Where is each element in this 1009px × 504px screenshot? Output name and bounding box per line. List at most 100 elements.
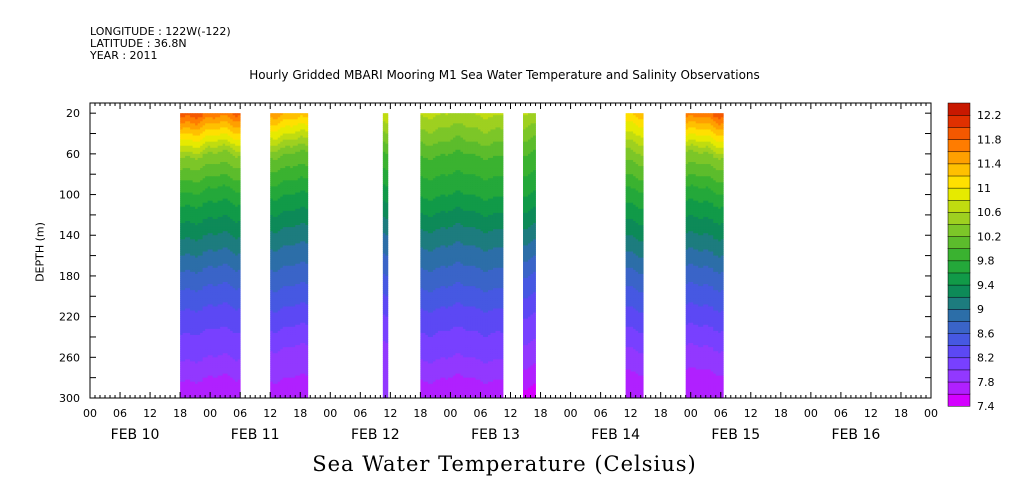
heatmap-cell	[295, 363, 299, 366]
heatmap-cell	[292, 296, 296, 299]
heatmap-cell	[295, 308, 299, 311]
heatmap-cell	[205, 306, 209, 309]
heatmap-cell	[292, 359, 296, 362]
heatmap-cell	[205, 369, 209, 372]
heatmap-cell	[227, 229, 231, 232]
heatmap-cell	[295, 312, 299, 315]
heatmap-cell	[180, 255, 184, 259]
heatmap-cell	[295, 371, 299, 374]
heatmap-cell	[192, 385, 196, 389]
heatmap-cell	[200, 182, 204, 185]
heatmap-cell	[297, 184, 301, 187]
heatmap-cell	[295, 168, 299, 171]
heatmap-cell	[225, 218, 229, 222]
heatmap-cell	[290, 395, 294, 399]
heatmap-cell	[285, 121, 289, 124]
heatmap-cell	[192, 121, 196, 124]
heatmap-cell	[212, 210, 216, 214]
heatmap-cell	[285, 188, 289, 191]
heatmap-cell	[295, 131, 299, 134]
heatmap-cell	[185, 292, 189, 295]
heatmap-cell	[290, 320, 294, 324]
heatmap-cell	[200, 249, 204, 252]
heatmap-cell	[235, 212, 239, 216]
heatmap-cell	[230, 153, 234, 157]
heatmap-cell	[187, 393, 191, 397]
heatmap-cell	[225, 351, 229, 354]
heatmap-cell	[207, 373, 211, 377]
heatmap-cell	[200, 253, 204, 256]
heatmap-cell	[222, 174, 226, 177]
heatmap-cell	[210, 129, 214, 132]
heatmap-cell	[227, 328, 231, 332]
heatmap-cell	[220, 231, 224, 234]
heatmap-cell	[237, 387, 241, 391]
heatmap-cell	[207, 365, 211, 368]
heatmap-cell	[277, 284, 281, 287]
heatmap-cell	[195, 162, 199, 165]
heatmap-cell	[227, 153, 231, 157]
heatmap-cell	[187, 176, 191, 179]
heatmap-cell	[212, 192, 216, 195]
heatmap-cell	[282, 157, 286, 161]
heatmap-cell	[280, 143, 284, 147]
heatmap-cell	[277, 190, 281, 193]
heatmap-cell	[230, 198, 234, 202]
heatmap-cell	[207, 294, 211, 297]
heatmap-cell	[290, 251, 294, 254]
heatmap-cell	[285, 300, 289, 303]
heatmap-cell	[215, 186, 219, 189]
heatmap-cell	[190, 381, 194, 385]
heatmap-cell	[192, 341, 196, 344]
heatmap-cell	[230, 280, 234, 283]
heatmap-cell	[187, 198, 191, 202]
heatmap-cell	[227, 377, 231, 381]
heatmap-cell	[197, 381, 201, 385]
heatmap-cell	[285, 135, 289, 138]
heatmap-cell	[182, 304, 186, 307]
heatmap-cell	[292, 223, 296, 226]
heatmap-cell	[185, 131, 189, 134]
heatmap-cell	[222, 367, 226, 370]
heatmap-cell	[215, 312, 219, 315]
heatmap-cell	[220, 221, 224, 224]
heatmap-cell	[217, 302, 221, 305]
heatmap-cell	[182, 178, 186, 181]
heatmap-cell	[182, 241, 186, 244]
heatmap-cell	[215, 196, 219, 200]
heatmap-cell	[295, 259, 299, 263]
heatmap-cell	[207, 395, 211, 399]
heatmap-cell	[282, 257, 286, 261]
heatmap-cell	[235, 123, 239, 126]
heatmap-cell	[202, 243, 206, 246]
heatmap-cell	[295, 387, 299, 391]
heatmap-cell	[187, 225, 191, 228]
heatmap-cell	[230, 221, 234, 224]
heatmap-cell	[275, 119, 279, 122]
heatmap-cell	[220, 318, 224, 322]
heatmap-cell	[232, 373, 236, 377]
heatmap-cell	[225, 233, 229, 236]
heatmap-cell	[272, 357, 276, 360]
heatmap-cell	[215, 131, 219, 134]
heatmap-cell	[222, 343, 226, 346]
heatmap-cell	[230, 355, 234, 358]
heatmap-cell	[202, 233, 206, 236]
heatmap-cell	[277, 261, 281, 265]
heatmap-cell	[292, 324, 296, 328]
heatmap-cell	[205, 359, 209, 362]
heatmap-cell	[210, 304, 214, 307]
heatmap-cell	[215, 143, 219, 147]
heatmap-cell	[195, 170, 199, 173]
heatmap-cell	[212, 322, 216, 326]
heatmap-cell	[290, 310, 294, 313]
heatmap-cell	[295, 310, 299, 313]
heatmap-cell	[187, 214, 191, 218]
heatmap-cell	[275, 359, 279, 362]
heatmap-cell	[185, 363, 189, 366]
heatmap-cell	[235, 387, 239, 391]
heatmap-cell	[235, 147, 239, 151]
heatmap-cell	[202, 316, 206, 320]
heatmap-cell	[285, 312, 289, 315]
heatmap-cell	[200, 166, 204, 169]
